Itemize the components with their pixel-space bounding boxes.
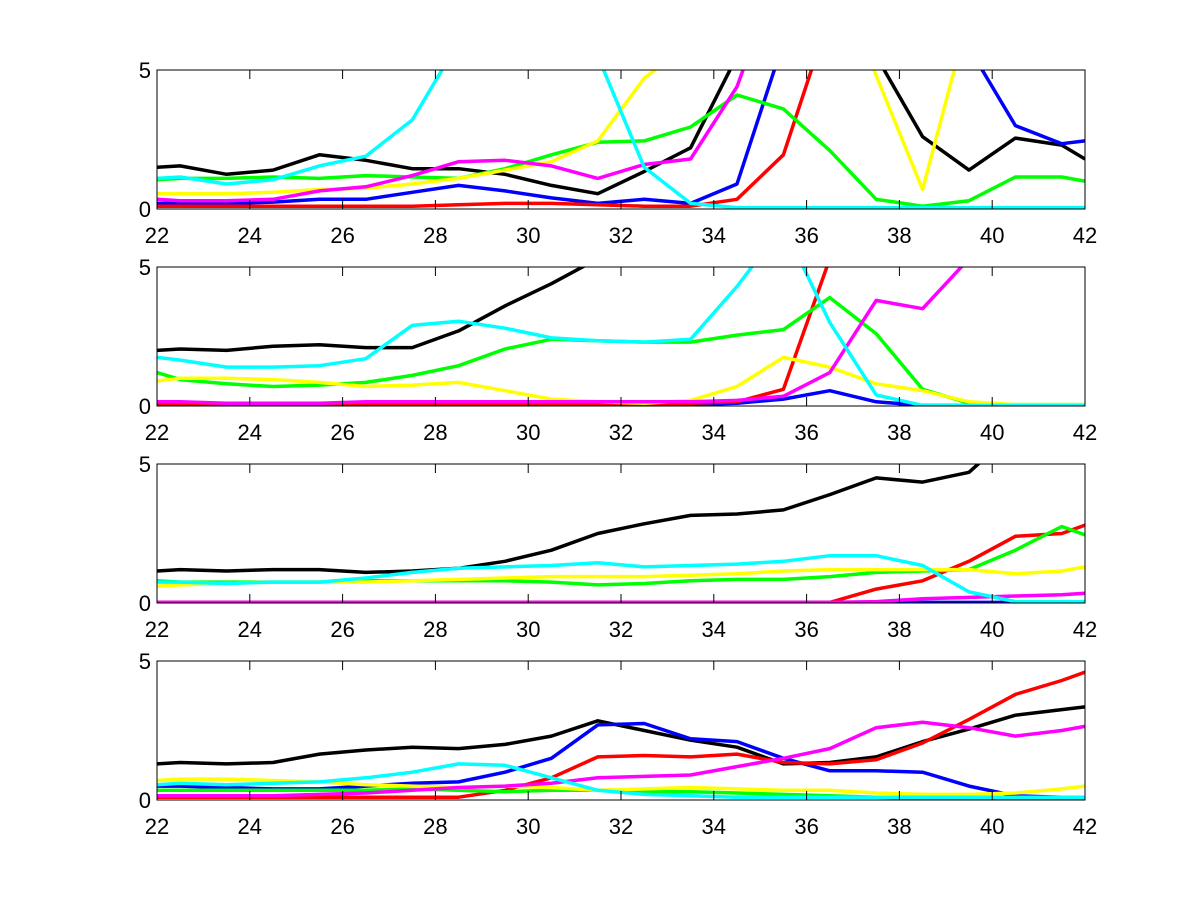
x-tick-label: 36: [794, 223, 818, 248]
x-tick-label: 34: [702, 420, 726, 445]
x-tick-label: 40: [980, 617, 1004, 642]
x-tick-label: 26: [330, 814, 354, 839]
x-tick-label: 22: [145, 223, 169, 248]
x-tick-label: 40: [980, 223, 1004, 248]
x-tick-label: 30: [516, 420, 540, 445]
plot-background: [157, 464, 1085, 603]
x-tick-label: 24: [238, 223, 262, 248]
series-line: [157, 267, 1085, 406]
x-tick-label: 24: [238, 420, 262, 445]
axes: 22 24 26 28 30 32 34 36 38 40 42 0 5: [139, 58, 1097, 248]
x-tick-label: 24: [238, 814, 262, 839]
x-tick-label: 26: [330, 617, 354, 642]
y-tick-label: 0: [139, 394, 151, 419]
x-tick-label: 22: [145, 420, 169, 445]
x-tick-label: 34: [702, 223, 726, 248]
y-tick-label: 5: [139, 649, 151, 674]
x-tick-label: 24: [238, 617, 262, 642]
x-tick-label: 28: [423, 223, 447, 248]
x-tick-label: 22: [145, 814, 169, 839]
y-tick-label: 5: [139, 255, 151, 280]
x-tick-label: 32: [609, 420, 633, 445]
x-tick-label: 26: [330, 223, 354, 248]
y-tick-label: 5: [139, 452, 151, 477]
x-tick-label: 40: [980, 814, 1004, 839]
x-tick-label: 40: [980, 420, 1004, 445]
x-tick-label: 34: [702, 617, 726, 642]
x-tick-label: 28: [423, 814, 447, 839]
series-line: [157, 553, 1085, 603]
y-tick-label: 0: [139, 197, 151, 222]
x-tick-label: 38: [887, 223, 911, 248]
x-tick-label: 36: [794, 420, 818, 445]
x-tick-label: 30: [516, 617, 540, 642]
x-tick-label: 30: [516, 223, 540, 248]
axes: 22 24 26 28 30 32 34 36 38 40 42 0 5: [139, 255, 1097, 445]
x-tick-label: 28: [423, 420, 447, 445]
series-line: [157, 93, 1085, 208]
x-tick-label: 42: [1073, 223, 1097, 248]
x-tick-label: 28: [423, 617, 447, 642]
x-tick-label: 42: [1073, 420, 1097, 445]
x-tick-label: 42: [1073, 617, 1097, 642]
series-line: [157, 70, 1085, 209]
series-line: [157, 670, 1085, 799]
x-tick-label: 36: [794, 814, 818, 839]
x-tick-label: 38: [887, 420, 911, 445]
x-tick-label: 22: [145, 617, 169, 642]
y-tick-label: 5: [139, 58, 151, 83]
x-tick-label: 32: [609, 814, 633, 839]
x-tick-label: 38: [887, 617, 911, 642]
x-tick-label: 36: [794, 617, 818, 642]
y-tick-label: 0: [139, 591, 151, 616]
series-line: [157, 267, 587, 353]
x-tick-label: 34: [702, 814, 726, 839]
x-tick-label: 42: [1073, 814, 1097, 839]
series-line: [157, 70, 1085, 196]
plot-lines: [157, 464, 1085, 603]
series-line: [157, 464, 981, 575]
x-tick-label: 32: [609, 223, 633, 248]
plot-background: [157, 70, 1085, 209]
series-line: [157, 70, 745, 203]
x-tick-label: 26: [330, 420, 354, 445]
axes: 22 24 26 28 30 32 34 36 38 40 42 0 5: [139, 649, 1097, 839]
y-tick-label: 0: [139, 788, 151, 813]
axes: 22 24 26 28 30 32 34 36 38 40 42 0 5: [139, 452, 1097, 642]
x-tick-label: 32: [609, 617, 633, 642]
x-tick-label: 38: [887, 814, 911, 839]
series-line: [157, 720, 1085, 798]
x-tick-label: 30: [516, 814, 540, 839]
